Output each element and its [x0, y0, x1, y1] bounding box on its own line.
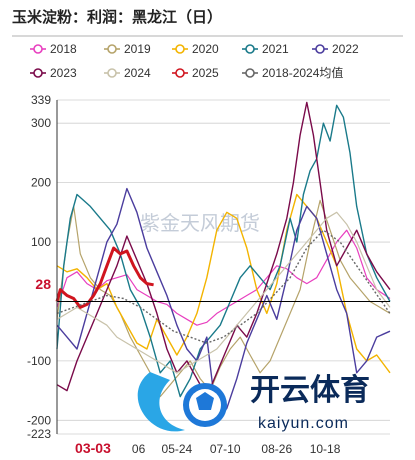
- y-tick-label: -200: [27, 413, 51, 427]
- legend-swatch-marker: [107, 68, 117, 78]
- legend-item-2018-2024均值: 2018-2024均值: [242, 65, 343, 80]
- legend-item-2019: 2019: [104, 42, 151, 56]
- axes: 339 300 200 100 28 -100 -200-223 03-03 06 05-24 07…: [27, 93, 390, 456]
- legend-item-2018: 2018: [30, 42, 77, 56]
- x-tick-label: 10-18: [310, 442, 341, 456]
- brand-title: 开云体育: [250, 373, 370, 407]
- legend-swatch-marker: [107, 44, 117, 54]
- x-tick-label: 03-03: [75, 440, 111, 456]
- watermark: 紫金天风期货: [140, 212, 260, 235]
- legend-item-2023: 2023: [30, 66, 77, 80]
- series-line-2020: [56, 193, 391, 374]
- legend-label: 2024: [124, 66, 151, 80]
- chart-title: 玉米淀粉：利润：黑龙江（日）: [12, 8, 222, 26]
- y-tick-label: -100: [27, 354, 51, 368]
- series-line-2024: [56, 211, 391, 374]
- series-line-2023: [56, 101, 391, 398]
- series-line-2018: [56, 229, 391, 326]
- legend-label: 2025: [192, 66, 219, 80]
- legend-label: 2020: [192, 42, 219, 56]
- legend-label: 2018-2024均值: [262, 65, 343, 80]
- y-tick-label: -223: [27, 427, 51, 441]
- y-tick-label: 339: [31, 93, 51, 107]
- y-tick-label: 28: [35, 276, 51, 292]
- brand-watermark: 开云体育 kaiyun.com: [137, 372, 370, 432]
- legend-label: 2021: [262, 42, 289, 56]
- legend-swatch-marker: [175, 44, 185, 54]
- legend-swatch-marker: [315, 44, 325, 54]
- series-layer: [55, 101, 391, 421]
- legend-swatch-marker: [33, 68, 43, 78]
- legend-label: 2018: [50, 42, 77, 56]
- legend-item-2022: 2022: [312, 42, 359, 56]
- x-tick-label: 08-26: [261, 442, 292, 456]
- series-line-2018-2024均值: [56, 229, 391, 344]
- legend-swatch-marker: [245, 68, 255, 78]
- series-line-2021: [56, 104, 391, 398]
- watermark-text: 紫金天风期货: [140, 212, 260, 235]
- legend-label: 2019: [124, 42, 151, 56]
- legend-swatch-marker: [33, 44, 43, 54]
- legend-item-2024: 2024: [104, 66, 151, 80]
- x-tick-label: 06: [132, 442, 146, 456]
- x-tick-label: 07-10: [210, 442, 241, 456]
- y-tick-label: 300: [31, 116, 51, 130]
- y-tick-label: 100: [31, 235, 51, 249]
- legend-item-2025: 2025: [172, 66, 219, 80]
- x-tick-label: 05-24: [162, 442, 193, 456]
- legend-label: 2023: [50, 66, 77, 80]
- legend: 2018 2019 2020 2021 2022 2023 2024 2025 2018-202…: [30, 42, 359, 80]
- legend-item-2021: 2021: [242, 42, 289, 56]
- legend-swatch-marker: [175, 68, 185, 78]
- series-line-2025: [55, 246, 154, 309]
- legend-item-2020: 2020: [172, 42, 219, 56]
- y-tick-label: 200: [31, 176, 51, 190]
- brand-logo-icon: [137, 372, 227, 432]
- legend-label: 2022: [332, 42, 359, 56]
- legend-swatch-marker: [245, 44, 255, 54]
- brand-domain: kaiyun.com: [258, 415, 349, 432]
- series-line-2019: [56, 199, 391, 398]
